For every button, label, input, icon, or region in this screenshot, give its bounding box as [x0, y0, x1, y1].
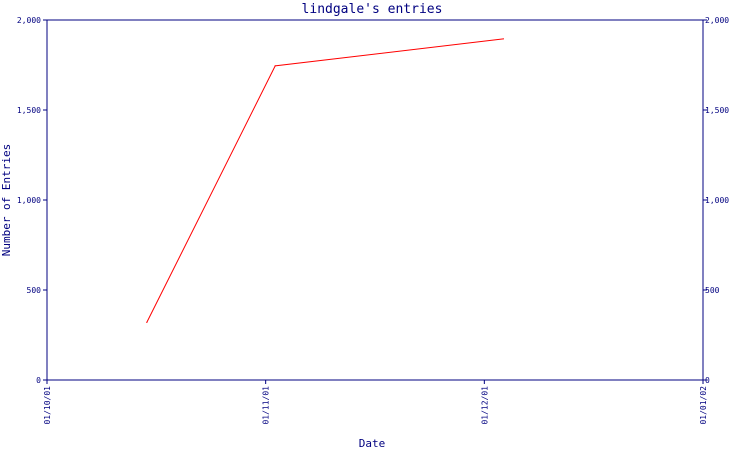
y-tick-label-right: 1,000 — [705, 196, 729, 205]
y-tick-label-right: 1,500 — [705, 106, 729, 115]
y-axis-left: 0 500 1,000 1,500 2,000 — [17, 16, 47, 385]
y-tick-label-right: 500 — [705, 286, 720, 295]
data-point — [502, 38, 504, 40]
y-axis-label: Number of Entries — [0, 144, 13, 257]
x-axis: 01/10/01 01/11/01 01/12/01 01/01/02 — [43, 380, 708, 425]
series-line — [146, 38, 504, 323]
y-axis-right: 0 500 1,000 1,500 2,000 — [703, 16, 729, 385]
x-tick-label: 01/10/01 — [43, 386, 52, 425]
y-tick-label-right: 2,000 — [705, 16, 729, 25]
series-layer — [146, 38, 504, 323]
plot-area — [46, 19, 704, 381]
y-tick-label-left: 0 — [36, 376, 41, 385]
x-tick-label: 01/12/01 — [480, 386, 489, 425]
x-tick-label: 01/01/02 — [699, 386, 708, 425]
y-tick-label-right: 0 — [705, 376, 710, 385]
data-point — [274, 65, 276, 67]
x-tick-label: 01/11/01 — [262, 386, 271, 425]
y-tick-label-left: 500 — [27, 286, 42, 295]
chart-title: lindgale's entries — [302, 2, 443, 17]
data-point — [146, 321, 148, 323]
y-tick-label-left: 1,000 — [17, 196, 41, 205]
y-tick-label-left: 1,500 — [17, 106, 41, 115]
x-axis-label: Date — [359, 437, 386, 450]
y-tick-label-left: 2,000 — [17, 16, 41, 25]
